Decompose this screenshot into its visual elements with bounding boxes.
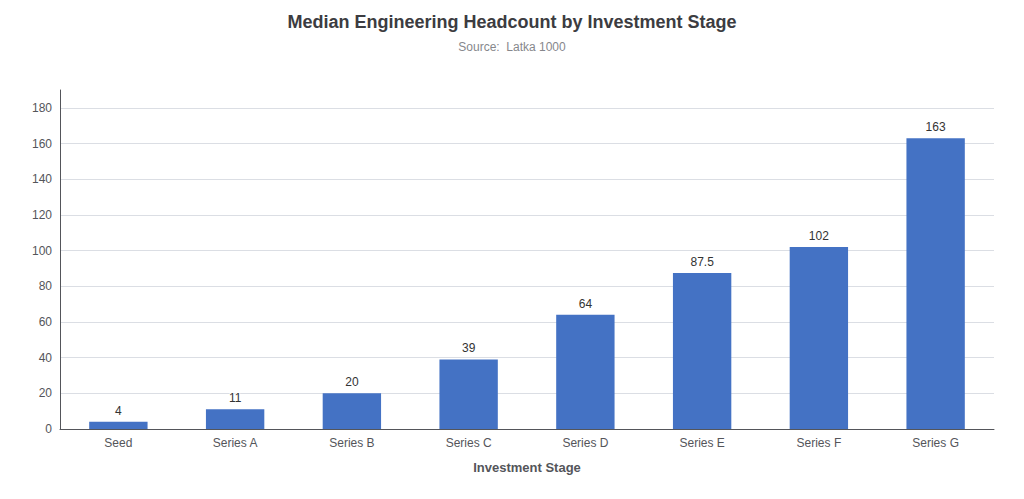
svg-text:60: 60 — [39, 315, 53, 329]
svg-text:Source: Latka 1000: Source: Latka 1000 — [458, 40, 566, 54]
svg-text:120: 120 — [32, 208, 52, 222]
svg-text:Series C: Series C — [446, 436, 492, 450]
svg-text:160: 160 — [32, 137, 52, 151]
svg-text:64: 64 — [579, 297, 593, 311]
svg-text:Seed: Seed — [104, 436, 132, 450]
svg-text:Series G: Series G — [912, 436, 959, 450]
svg-text:Series E: Series E — [679, 436, 724, 450]
svg-text:20: 20 — [39, 386, 53, 400]
svg-text:4: 4 — [115, 404, 122, 418]
svg-text:140: 140 — [32, 172, 52, 186]
svg-text:20: 20 — [345, 375, 359, 389]
svg-text:Median Engineering Headcount b: Median Engineering Headcount by Investme… — [287, 12, 736, 32]
svg-text:Investment Stage: Investment Stage — [473, 460, 581, 475]
svg-text:80: 80 — [39, 279, 53, 293]
svg-text:Series F: Series F — [797, 436, 842, 450]
svg-text:87.5: 87.5 — [690, 255, 714, 269]
svg-text:102: 102 — [809, 229, 829, 243]
svg-text:40: 40 — [39, 351, 53, 365]
svg-text:39: 39 — [462, 341, 476, 355]
svg-text:180: 180 — [32, 101, 52, 115]
svg-text:100: 100 — [32, 244, 52, 258]
svg-text:Series A: Series A — [213, 436, 258, 450]
svg-text:11: 11 — [229, 391, 242, 405]
svg-text:Series D: Series D — [562, 436, 608, 450]
svg-text:0: 0 — [45, 422, 52, 436]
svg-text:163: 163 — [926, 120, 946, 134]
svg-text:Series B: Series B — [329, 436, 374, 450]
